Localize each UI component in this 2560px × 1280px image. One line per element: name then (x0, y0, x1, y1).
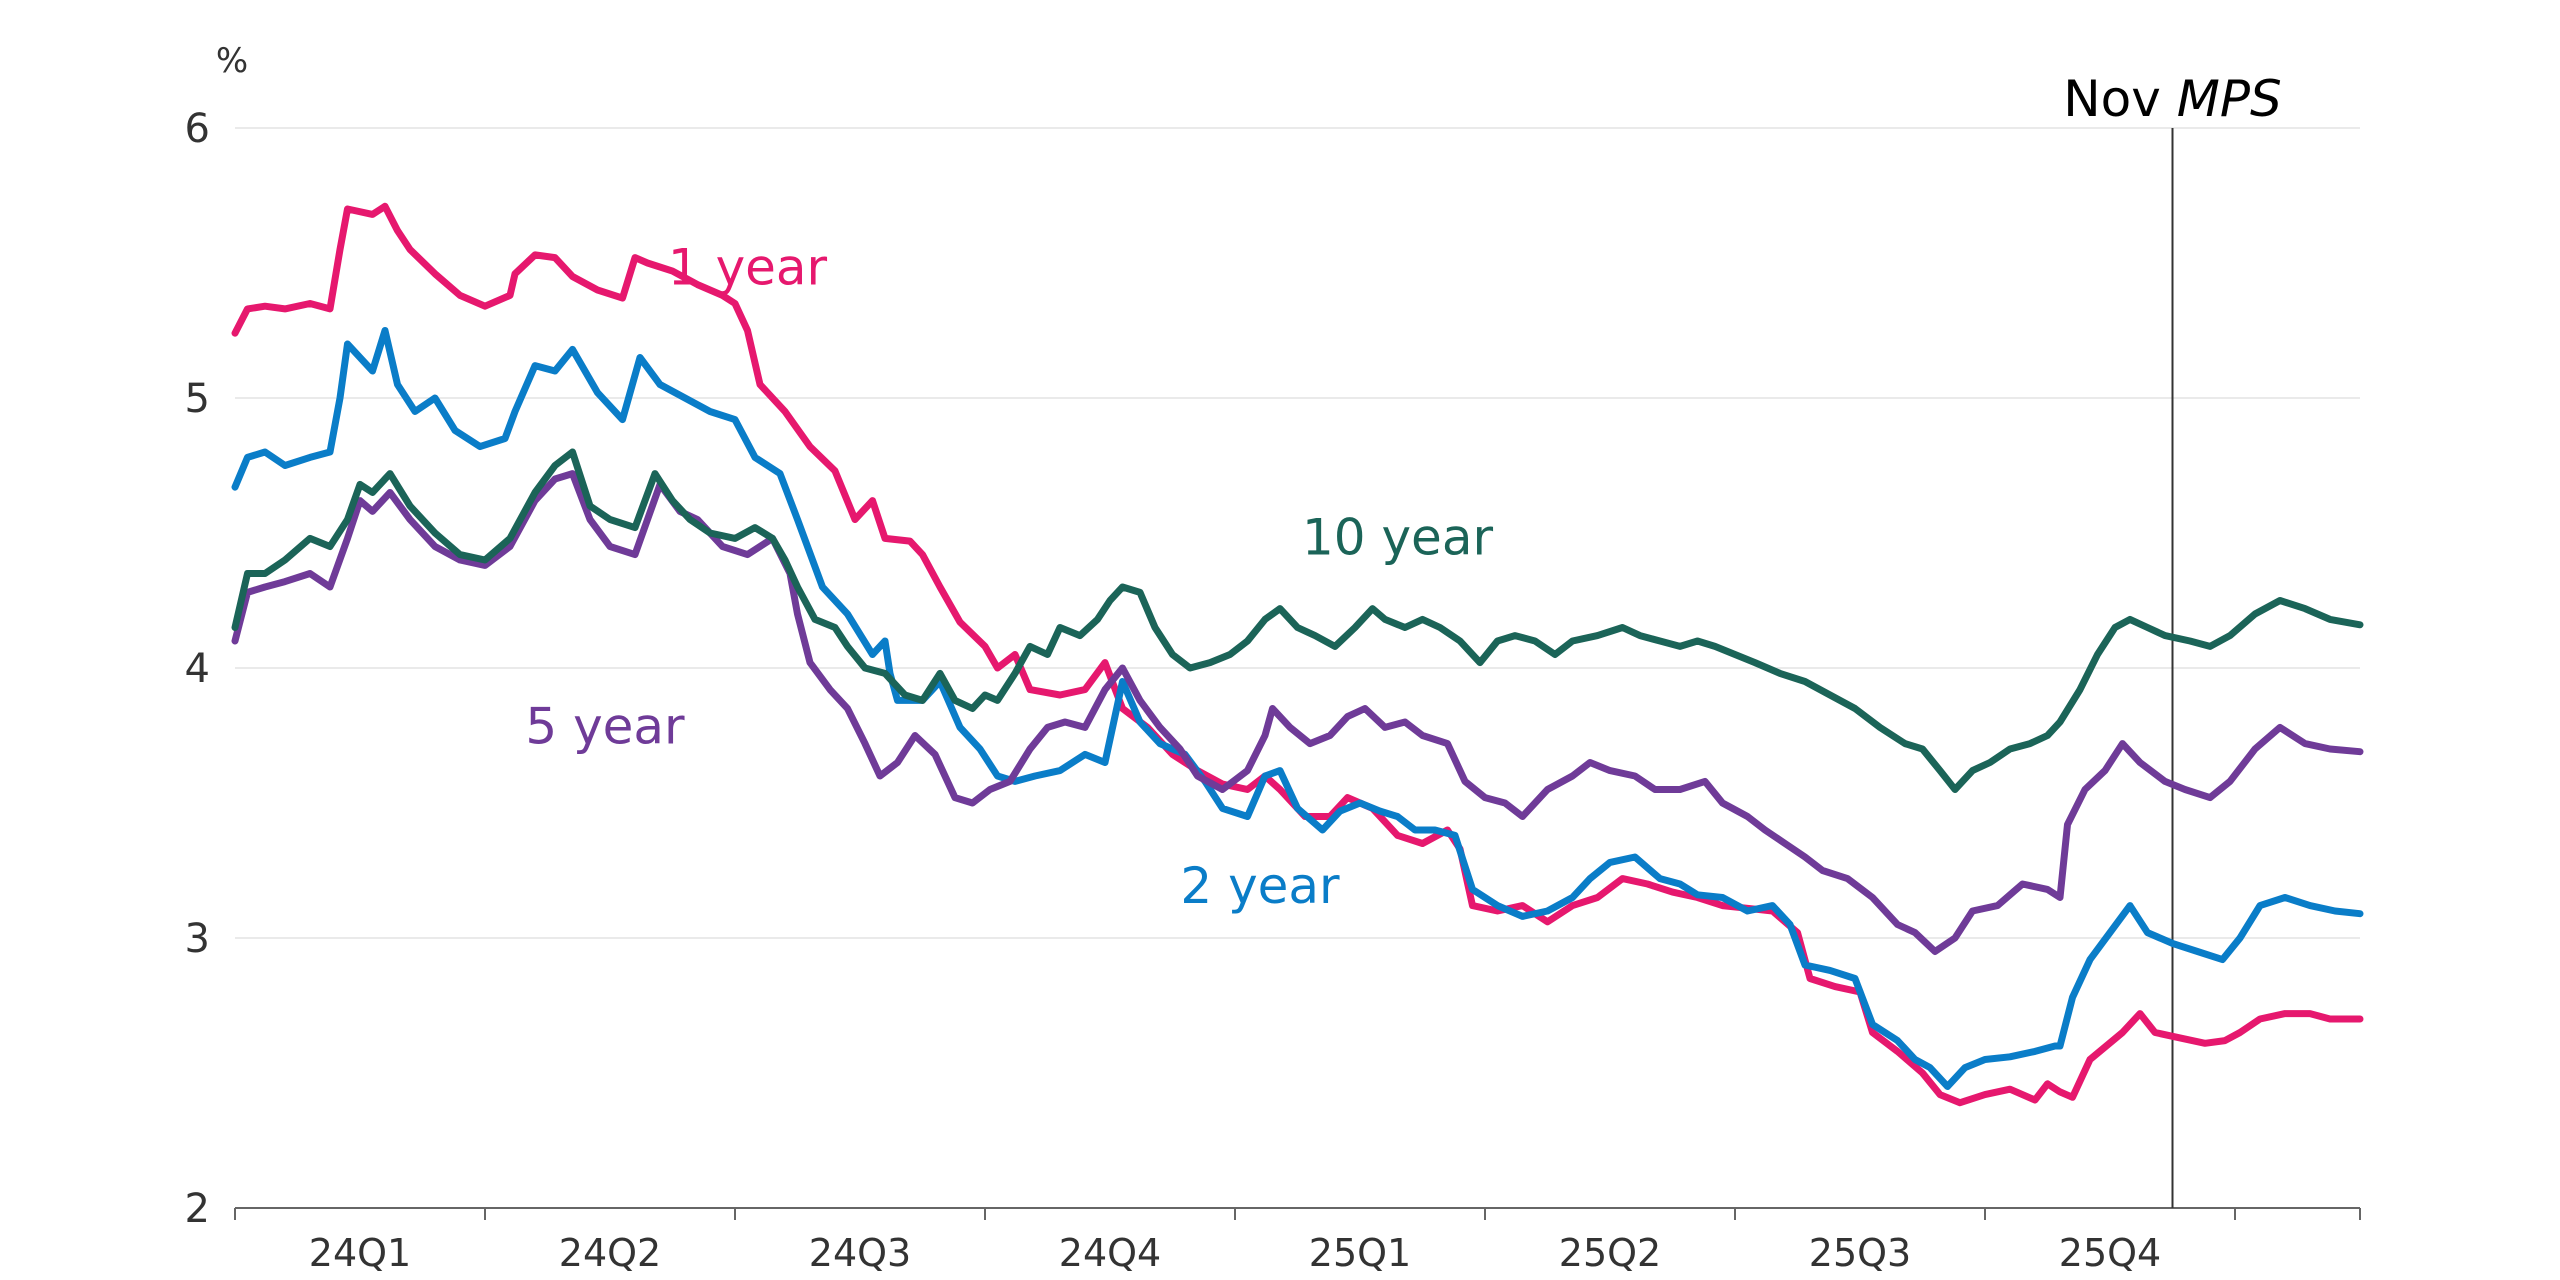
y-axis: % 2 3 4 5 6 (185, 41, 249, 1232)
series-label-10-year: 10 year (1302, 509, 1494, 567)
mps-event-label-main: Nov (2063, 70, 2176, 128)
x-tick-label: 24Q2 (559, 1231, 661, 1275)
x-tick-label: 24Q3 (809, 1231, 911, 1275)
event-marker: Nov MPS (2063, 70, 2282, 1208)
y-tick-label: 4 (185, 646, 210, 692)
y-tick-label: 6 (185, 106, 210, 152)
x-tick-label: 25Q4 (2059, 1231, 2161, 1275)
x-tick-labels: 24Q1 24Q2 24Q3 24Q4 25Q1 25Q2 25Q3 25Q4 (309, 1231, 2161, 1275)
series-line-10-year (231, 448, 2364, 793)
mps-event-label: Nov MPS (2063, 70, 2282, 128)
series-label-2-year: 2 year (1180, 857, 1340, 915)
series-line-5-year (231, 470, 2364, 955)
gridlines (235, 127, 2360, 939)
series-line-2-year (231, 327, 2364, 1090)
x-axis (234, 1207, 2361, 1220)
series-label-1-year: 1 year (668, 239, 828, 297)
y-tick-label: 3 (185, 916, 210, 962)
x-tick-label: 25Q2 (1559, 1231, 1661, 1275)
x-tick-label: 25Q3 (1809, 1231, 1911, 1275)
series-line-1-year (231, 202, 2364, 1107)
series-label-5-year: 5 year (525, 698, 685, 756)
y-tick-label: 2 (185, 1186, 210, 1232)
series-labels: 1 year 2 year 5 year 10 year (525, 239, 1493, 915)
y-tick-label: 5 (185, 376, 210, 422)
mps-event-label-italic: MPS (2177, 70, 2282, 128)
y-unit-label: % (216, 41, 248, 81)
x-tick-label: 25Q1 (1309, 1231, 1411, 1275)
series-lines (231, 202, 2364, 1107)
x-tick-label: 24Q4 (1059, 1231, 1161, 1275)
x-tick-label: 24Q1 (309, 1231, 411, 1275)
